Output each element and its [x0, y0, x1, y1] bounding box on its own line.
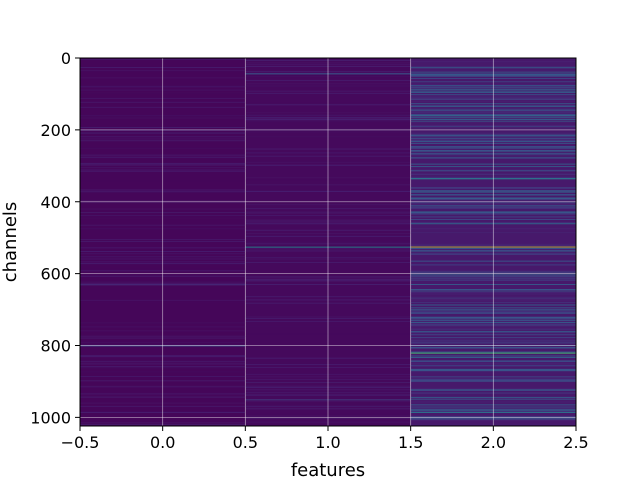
- grid-lines: [79, 57, 577, 426]
- x-tick-label: 2.5: [563, 433, 588, 452]
- y-tick-label: 400: [40, 193, 71, 212]
- x-tick-label: 1.5: [398, 433, 423, 452]
- x-tick-label: 1.0: [315, 433, 340, 452]
- x-axis: −0.5 0.0 0.5 1.0 1.5 2.0 2.5: [61, 426, 589, 452]
- y-tick-label: 200: [40, 121, 71, 140]
- y-tick-label: 800: [40, 337, 71, 356]
- x-tick-label: 0.0: [150, 433, 175, 452]
- y-tick-label: 0: [61, 49, 71, 68]
- y-tick-label: 600: [40, 265, 71, 284]
- y-axis: 0 200 400 600 800 1000: [30, 49, 80, 427]
- y-axis-label: channels: [0, 202, 21, 283]
- x-tick-label: 0.5: [233, 433, 258, 452]
- x-tick-label: −0.5: [61, 433, 100, 452]
- y-tick-label: 1000: [30, 408, 71, 427]
- x-tick-label: 2.0: [481, 433, 506, 452]
- x-axis-label: features: [291, 460, 365, 480]
